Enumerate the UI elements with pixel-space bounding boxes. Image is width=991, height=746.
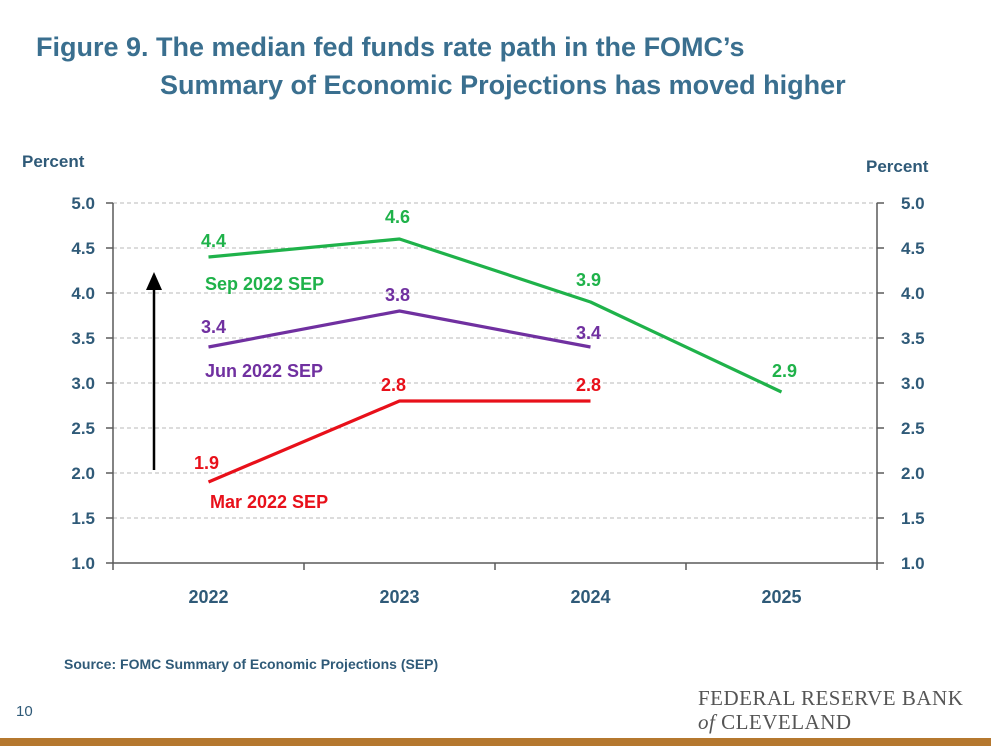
series-name-label: Jun 2022 SEP [205,361,323,381]
federal-reserve-logo: FEDERAL RESERVE BANK of CLEVELAND [698,686,963,734]
bottom-bar [0,738,991,746]
logo-line-2: CLEVELAND [721,710,852,734]
x-tick-label: 2024 [570,587,610,607]
logo-line-1: FEDERAL RESERVE BANK [698,686,964,710]
y-tick-label: 1.0 [71,554,95,573]
x-tick-label: 2025 [761,587,801,607]
y2-tick-label: 2.0 [901,464,925,483]
x-tick-label: 2022 [188,587,228,607]
annotation-arrow-head [146,272,162,290]
data-label: 3.4 [201,317,226,337]
series-line [207,399,591,484]
y2-tick-label: 3.5 [901,329,925,348]
title-line-2: Summary of Economic Projections has move… [160,70,846,100]
data-label: 4.6 [385,207,410,227]
source-note: Source: FOMC Summary of Economic Project… [64,656,439,672]
y-tick-label: 5.0 [71,194,95,213]
y2-tick-label: 4.5 [901,239,925,258]
series-name-label: Mar 2022 SEP [210,492,328,512]
data-label: 1.9 [194,453,219,473]
data-label: 4.4 [201,231,226,251]
left-axis-title: Percent [22,152,85,171]
x-tick-label: 2023 [379,587,419,607]
y2-tick-label: 4.0 [901,284,925,303]
data-label: 3.9 [576,270,601,290]
y-tick-label: 3.0 [71,374,95,393]
data-label: 2.9 [772,361,797,381]
y2-tick-label: 5.0 [901,194,925,213]
series-name-label: Sep 2022 SEP [205,274,324,294]
y2-tick-label: 1.5 [901,509,925,528]
y-tick-label: 1.5 [71,509,95,528]
y-tick-label: 4.5 [71,239,95,258]
series-line [208,237,783,394]
y-tick-label: 2.5 [71,419,95,438]
y2-tick-label: 3.0 [901,374,925,393]
right-axis-title: Percent [866,157,929,176]
y2-tick-label: 2.5 [901,419,925,438]
page-number: 10 [16,703,33,720]
logo-of: of [698,710,716,734]
title-line-1: Figure 9. The median fed funds rate path… [36,32,745,62]
data-label: 3.4 [576,323,601,343]
series-line [208,309,591,349]
y-tick-label: 4.0 [71,284,95,303]
data-label: 3.8 [385,285,410,305]
data-label: 2.8 [576,375,601,395]
y2-tick-label: 1.0 [901,554,925,573]
y-tick-label: 3.5 [71,329,95,348]
y-tick-label: 2.0 [71,464,95,483]
data-label: 2.8 [381,375,406,395]
